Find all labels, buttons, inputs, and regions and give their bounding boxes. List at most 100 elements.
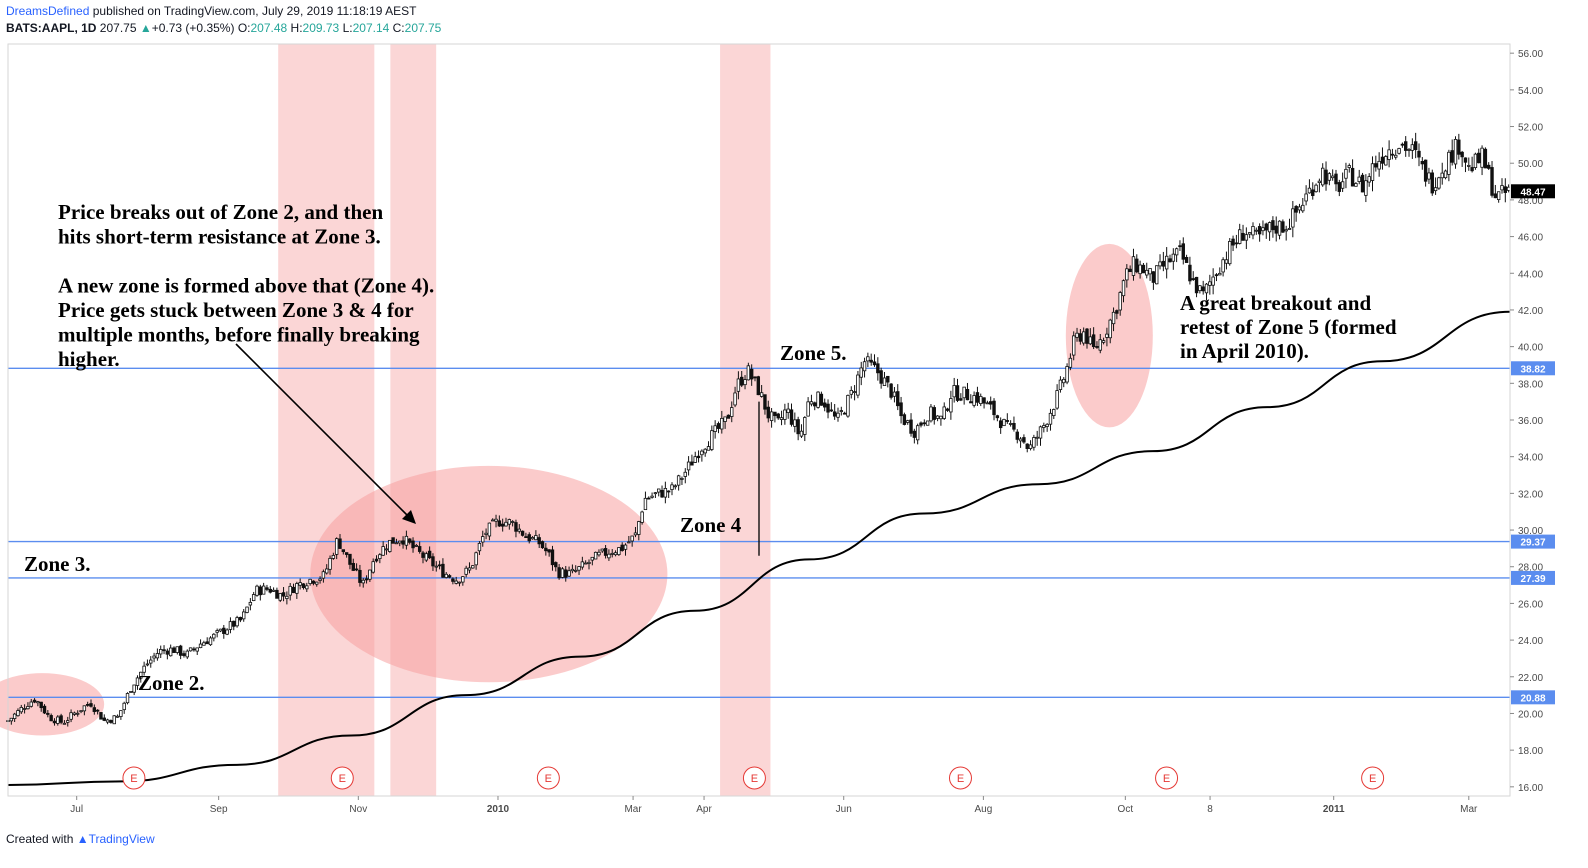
candle-body (89, 703, 93, 707)
candle-body (364, 578, 369, 581)
candle-body (899, 402, 903, 417)
candle-body (686, 461, 691, 471)
publish-info: DreamsDefined published on TradingView.c… (6, 4, 417, 18)
earnings-icon[interactable] (1361, 766, 1385, 790)
high-label: H: (290, 21, 303, 35)
candle-body (527, 534, 531, 542)
candle-body (308, 578, 312, 584)
earnings-icon[interactable] (948, 766, 972, 790)
candle-body (115, 715, 120, 718)
candle-body (776, 413, 780, 419)
candle-body (1301, 204, 1305, 212)
candle-body (348, 553, 352, 565)
candle-body (1095, 346, 1099, 348)
candle-body (1145, 269, 1149, 276)
candle-body (1168, 258, 1172, 263)
candle-body (906, 420, 910, 423)
author-link[interactable]: DreamsDefined (6, 4, 90, 18)
y-tick-label: 32.00 (1518, 489, 1543, 500)
candle-body (62, 722, 67, 725)
candle-body (427, 550, 432, 559)
earnings-icon[interactable] (742, 766, 766, 790)
candle-body (1052, 409, 1056, 417)
candle-body (1400, 143, 1405, 146)
candle-body (248, 601, 253, 606)
candle-body (1008, 423, 1013, 425)
x-tick-label: 2010 (487, 804, 510, 815)
candle-body (829, 409, 834, 412)
candle-body (1327, 173, 1332, 181)
candle-body (836, 412, 840, 418)
candle-body (603, 548, 608, 556)
annotations: Price breaks out of Zone 2, and thenhits… (24, 200, 1397, 695)
candle-body (952, 385, 956, 398)
candle-body (862, 361, 867, 372)
candle-body (358, 569, 362, 583)
earnings-icon[interactable] (122, 766, 146, 790)
candle-body (1068, 357, 1073, 368)
candle-body (856, 374, 860, 396)
candle-body (1078, 333, 1083, 342)
candle-body (185, 650, 189, 658)
candle-body (876, 363, 880, 374)
candle-body (417, 546, 422, 552)
candle-body (404, 535, 409, 546)
candle-body (1271, 220, 1275, 231)
zone-price-tag (1511, 361, 1555, 376)
candle-body (165, 650, 170, 655)
y-tick-label: 16.00 (1518, 783, 1543, 794)
candle-body (202, 642, 206, 646)
y-tick-label: 42.00 (1518, 306, 1543, 317)
candle-body (391, 537, 395, 544)
candle-body (59, 715, 63, 723)
candle-body (305, 585, 309, 590)
annotation-main-line: Price breaks out of Zone 2, and then (58, 200, 383, 224)
candle-body (577, 566, 581, 571)
candle-body (451, 578, 455, 582)
candle-body (1138, 264, 1142, 275)
tradingview-logo[interactable]: ▲TradingView (76, 832, 155, 846)
candle-body (1098, 339, 1102, 351)
candle-body (1125, 268, 1129, 281)
candle-body (52, 720, 57, 724)
candle-body (504, 521, 508, 527)
candle-body (225, 629, 229, 635)
candle-body (135, 677, 140, 686)
earnings-icon[interactable] (330, 766, 354, 790)
candle-body (773, 411, 777, 417)
candle-body (1191, 278, 1195, 280)
earnings-icon[interactable] (536, 766, 560, 790)
candle-body (162, 649, 166, 652)
candle-body (979, 395, 983, 405)
candle-body (786, 408, 790, 413)
candle-body (896, 391, 900, 407)
zone5-label: Zone 5. (780, 341, 847, 365)
candle-body (713, 425, 717, 432)
candle-body (145, 663, 150, 666)
candle-body (242, 611, 246, 620)
candle-body (1433, 187, 1438, 192)
candle-body (653, 492, 658, 495)
candle-body (388, 539, 392, 552)
candle-body (1218, 272, 1222, 276)
candle-body (112, 715, 116, 725)
low-label: L: (342, 21, 353, 35)
shaded-period (720, 44, 771, 796)
candle-body (464, 567, 468, 575)
candle-body (1244, 234, 1249, 241)
zone2-label: Zone 2. (138, 671, 205, 695)
candle-body (155, 653, 160, 659)
x-tick-label: Sep (210, 804, 228, 815)
footer: Created with ▲TradingView (6, 832, 155, 846)
candle-body (1161, 260, 1166, 267)
earnings-icon[interactable] (1155, 766, 1179, 790)
candle-body (411, 540, 415, 549)
open-label: O: (237, 21, 251, 35)
candle-body (590, 556, 595, 561)
candle-body (232, 620, 236, 627)
candle-body (261, 585, 266, 595)
candle-body (680, 478, 684, 480)
candle-body (985, 402, 990, 405)
